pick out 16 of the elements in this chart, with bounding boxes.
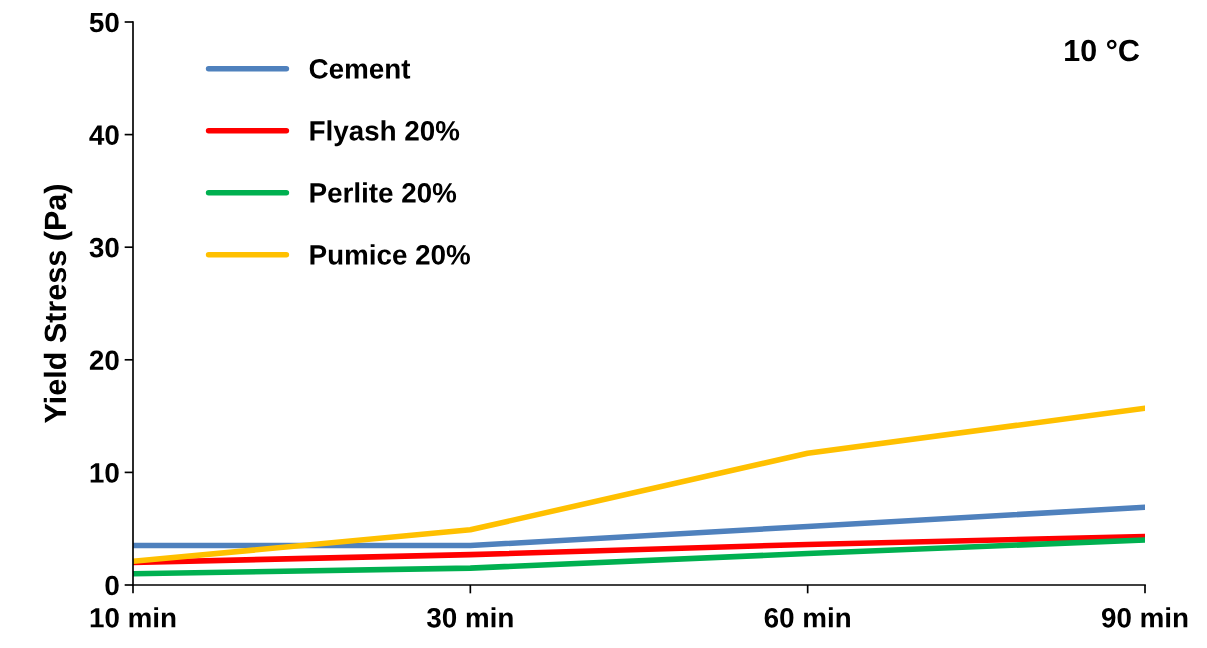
legend-label: Pumice 20% (310, 244, 470, 265)
y-tick-label: 40 (89, 125, 119, 145)
legend-label: Flyash 20% (310, 120, 460, 147)
x-tick-label: 90 min (1101, 607, 1188, 628)
y-tick-label: 30 (89, 237, 119, 258)
legend-label: Perlite 20% (310, 182, 457, 203)
y-tick-label: 50 (89, 12, 119, 33)
legend-label: Cement (309, 58, 411, 79)
x-tick-label: 10 min (90, 607, 176, 628)
y-tick-label: 10 (90, 463, 119, 483)
x-tick-label: 60 min (764, 607, 850, 628)
y-tick-label: 20 (89, 350, 119, 371)
x-tick-label: 30 min (426, 607, 513, 628)
y-tick-label: 0 (105, 575, 119, 596)
annotation: 10 °C (1065, 39, 1140, 62)
y-axis-title: Yield Stress (Pa) (43, 185, 73, 423)
